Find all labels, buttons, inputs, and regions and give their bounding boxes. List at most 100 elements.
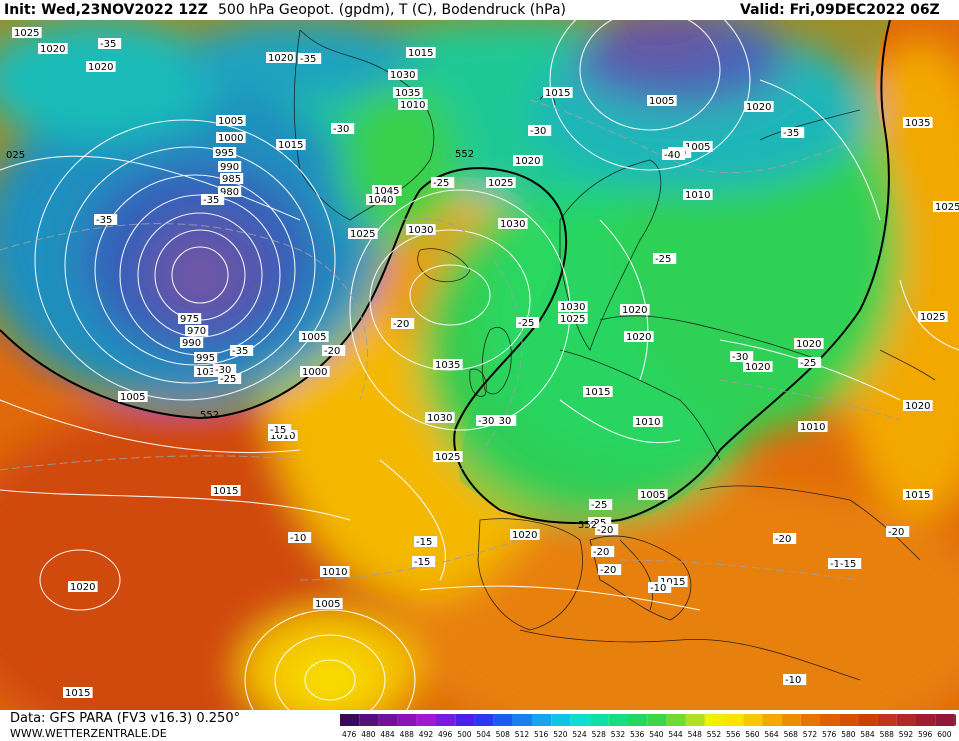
temperature-label: -20: [775, 534, 791, 545]
colorbar-tick-label: 516: [534, 730, 549, 739]
temperature-label-bg: [589, 499, 613, 510]
temperature-label: -40: [664, 150, 680, 161]
pressure-label-bg: [398, 99, 428, 110]
colorbar-tick-label: 484: [380, 730, 395, 739]
pressure-label-bg: [213, 147, 237, 158]
temperature-label-bg: [201, 194, 225, 205]
temperature-label-bg: [528, 125, 552, 136]
pressure-label-bg: [638, 489, 668, 500]
temperature-label-bg: [431, 177, 455, 188]
colorbar-swatch: [378, 714, 398, 726]
pressure-label: 1005: [649, 96, 674, 107]
temperature-label-bg: [516, 317, 540, 328]
pressure-label-bg: [38, 43, 68, 54]
temperature-label-bg: [783, 674, 807, 685]
temperature-label: -20: [888, 527, 904, 538]
pressure-label-bg: [372, 185, 402, 196]
pressure-label: 1030: [390, 70, 415, 81]
pressure-label-bg: [406, 47, 436, 58]
colorbar-tick-label: 552: [707, 730, 722, 739]
pressure-label: 1015: [545, 88, 570, 99]
colorbar-swatch: [474, 714, 494, 726]
pressure-label-bg: [933, 201, 959, 212]
pressure-label: 990: [220, 162, 239, 173]
temperature-label: -20: [324, 346, 340, 357]
pressure-label-bg: [12, 27, 42, 38]
colorbar-tick-label: 536: [630, 730, 645, 739]
colorbar-tick-label: 592: [899, 730, 914, 739]
pressure-label-bg: [798, 421, 828, 432]
temperature-label-bg: [591, 546, 615, 557]
temperature-label: -20: [593, 547, 609, 558]
pressure-label: 1005: [685, 142, 710, 153]
valid-time: Valid: Fri,09DEC2022 06Z: [740, 2, 940, 18]
pressure-label: 980: [220, 187, 239, 198]
contour-552-labels: 552 552 552: [200, 149, 597, 531]
pressure-label: 1035: [395, 88, 420, 99]
temperature-label: -25: [518, 318, 534, 329]
colorbar-swatch: [589, 714, 609, 726]
temperature-label-bg: [886, 526, 910, 537]
colorbar-tick-label: 504: [476, 730, 491, 739]
temperature-label: -10: [290, 533, 306, 544]
pressure-label-bg: [185, 325, 209, 336]
pressure-label-bg: [313, 598, 343, 609]
pressure-label: 1035: [905, 118, 930, 129]
pressure-label-bg: [558, 313, 588, 324]
temperature-label: -15: [414, 557, 430, 568]
colorbar-swatch: [839, 714, 859, 726]
temperature-label: -15: [840, 559, 856, 570]
colorbar-tick-label: 492: [419, 730, 434, 739]
green-band: [0, 20, 891, 525]
colorbar-swatch: [436, 714, 456, 726]
pressure-label-bg: [348, 228, 378, 239]
colorbar-swatch: [570, 714, 590, 726]
pressure-label: 1020: [268, 53, 293, 64]
pressure-label-bg: [220, 173, 244, 184]
temperature-label: -25: [590, 518, 606, 529]
temperature-label-bg: [213, 364, 237, 375]
colorbar-tick-label: 572: [803, 730, 818, 739]
pressure-label-bg: [68, 581, 98, 592]
temperature-label-bg: [588, 517, 612, 528]
temperature-label: -35: [783, 128, 799, 139]
colorbar-swatch: [608, 714, 628, 726]
temperature-label: -35: [203, 195, 219, 206]
pressure-label: 1015: [213, 486, 238, 497]
pressure-label: 990: [182, 338, 201, 349]
colorbar-tick-label: 524: [572, 730, 587, 739]
pressure-label: 985: [222, 174, 241, 185]
pressure-label: 1010: [270, 431, 295, 442]
pressure-label: 1020: [70, 582, 95, 593]
temperature-label: -30: [732, 352, 748, 363]
temperature-label: -20: [600, 565, 616, 576]
pressure-label-bg: [211, 485, 241, 496]
pressure-label: 1000: [302, 367, 327, 378]
colorbar-tick-label: 496: [438, 730, 453, 739]
pressure-label-bg: [300, 366, 330, 377]
pressure-label-bg: [388, 69, 418, 80]
pressure-label: 1030: [408, 225, 433, 236]
colorbar-tick-label: 596: [918, 730, 933, 739]
pressure-label-bg: [218, 161, 242, 172]
pressure-label-bg: [299, 331, 329, 342]
chart-header: Init: Wed,23NOV2022 12Z 500 hPa Geopot. …: [0, 0, 959, 20]
pressure-label-bg: [683, 141, 713, 152]
colorbar-swatch: [551, 714, 571, 726]
pressure-label-bg: [624, 331, 654, 342]
pressure-label-bg: [903, 117, 933, 128]
pressure-label: 1025: [435, 452, 460, 463]
colorbar-swatch: [781, 714, 801, 726]
temperature-label-bg: [412, 556, 436, 567]
colorbar-swatch: [455, 714, 475, 726]
colorbar-tick-label: 476: [342, 730, 357, 739]
pressure-label-bg: [794, 338, 824, 349]
temperature-label: -35: [96, 215, 112, 226]
colorbar-swatch: [359, 714, 379, 726]
temperature-label: -15: [416, 537, 432, 548]
temperature-label: -35: [300, 54, 316, 65]
colorbar-swatch: [685, 714, 705, 726]
colorbar-swatch: [416, 714, 436, 726]
pressure-label: 1010: [800, 422, 825, 433]
